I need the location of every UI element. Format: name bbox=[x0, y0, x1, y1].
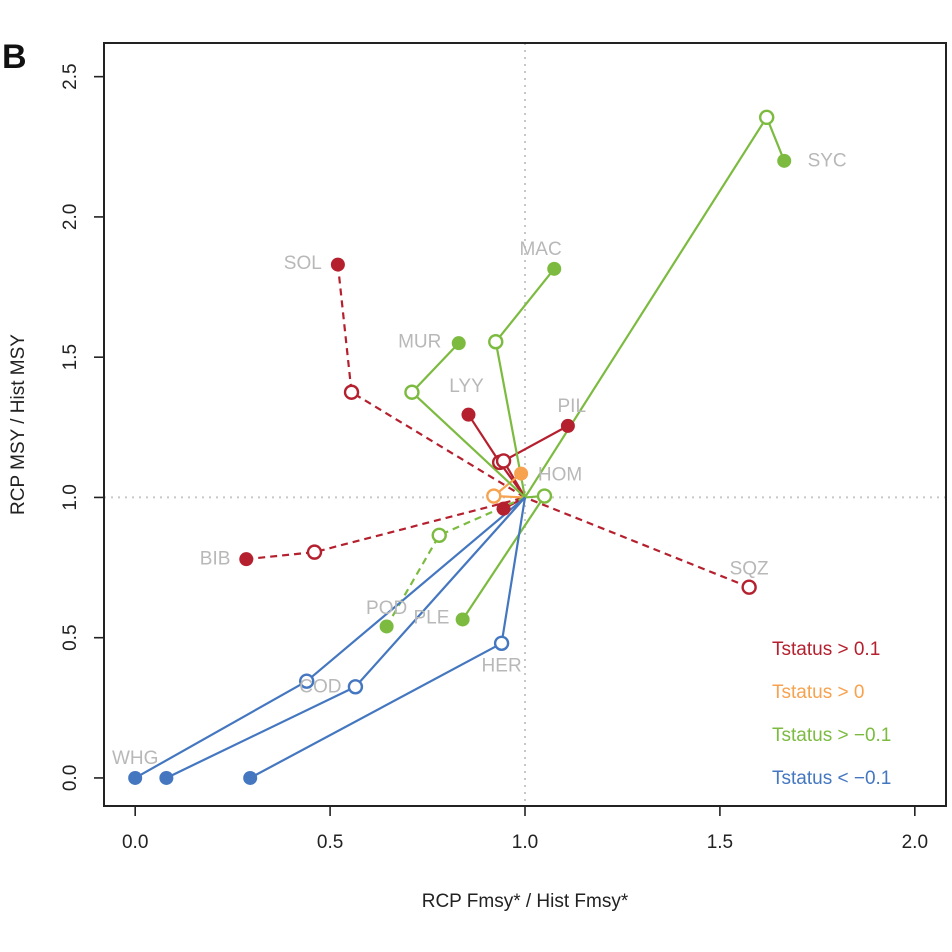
panel-label: B bbox=[2, 38, 27, 76]
species-hom-hist-point bbox=[486, 488, 502, 504]
x-tick-label-3: 1.5 bbox=[707, 832, 733, 853]
species-pod-line bbox=[385, 496, 526, 628]
x-tick-label-2: 1.0 bbox=[512, 832, 538, 853]
x-tick-label-1: 0.5 bbox=[317, 832, 343, 853]
species-mac-rcp-point bbox=[547, 261, 562, 276]
species-hom-label: HOM bbox=[538, 465, 582, 486]
series-points bbox=[128, 109, 792, 785]
y-tick-label-5: 2.5 bbox=[60, 63, 81, 89]
species-sqz-line bbox=[524, 496, 750, 589]
species-syc-label: SYC bbox=[808, 150, 847, 171]
species-whg-label: WHG bbox=[112, 748, 158, 769]
species-her-rcp-point bbox=[243, 770, 258, 785]
species-her-label: HER bbox=[482, 655, 522, 676]
species-pil-rcp-point bbox=[560, 418, 575, 433]
x-tick-label-4: 2.0 bbox=[902, 832, 928, 853]
species-cod-hist-point bbox=[347, 679, 364, 695]
y-tick-label-0: 0.0 bbox=[60, 765, 81, 791]
x-axis-label: RCP Fmsy* / Hist Fmsy* bbox=[422, 891, 629, 912]
y-tick-label-4: 2.0 bbox=[60, 204, 81, 230]
species-ple-label: PLE bbox=[413, 608, 449, 629]
y-tick-label-1: 0.5 bbox=[60, 624, 81, 650]
species-syc-rcp-point bbox=[777, 153, 792, 168]
species-pod-rcp-point bbox=[379, 619, 394, 634]
species-mac-hist-point bbox=[488, 334, 504, 350]
species-syc-hist-point bbox=[758, 109, 775, 126]
species-ple-hist-point bbox=[536, 488, 553, 504]
series-labels: SOL BIB SQZ LYY PIL HOM SYC MAC MUR POD PLE HER COD W… bbox=[112, 150, 847, 768]
x-tick-label-0: 0.0 bbox=[122, 832, 148, 853]
species-bib-line bbox=[246, 496, 526, 561]
species-sol-label: SOL bbox=[284, 253, 322, 274]
species-mac-label: MAC bbox=[519, 239, 561, 260]
species-cod-label: COD bbox=[299, 676, 341, 697]
species-sqz-label: SQZ bbox=[730, 559, 769, 580]
species-hom-rcp-point bbox=[514, 466, 529, 481]
legend-entry-3: Tstatus < −0.1 bbox=[772, 768, 891, 789]
species-pil-hist-point bbox=[495, 453, 512, 469]
species-syc-line bbox=[524, 116, 786, 499]
species-pil-label: PIL bbox=[558, 396, 587, 417]
legend-entry-2: Tstatus > −0.1 bbox=[772, 725, 891, 746]
legend: Tstatus > 0.1 Tstatus > 0 Tstatus > −0.1 Ts… bbox=[772, 639, 891, 789]
y-tick-label-2: 1.0 bbox=[60, 484, 81, 510]
species-cod-rcp-point bbox=[159, 770, 174, 785]
species-whg-rcp-point bbox=[128, 770, 143, 785]
species-her-line bbox=[249, 497, 527, 779]
species-pod-label: POD bbox=[366, 598, 407, 619]
species-sol-rcp-point bbox=[330, 257, 345, 272]
species-bib-rcp-point bbox=[239, 552, 254, 567]
legend-entry-0: Tstatus > 0.1 bbox=[772, 639, 880, 660]
y-tick-label-3: 1.5 bbox=[60, 344, 81, 370]
y-axis-label: RCP MSY / Hist MSY bbox=[8, 334, 29, 515]
species-bib-label: BIB bbox=[200, 549, 231, 570]
species-sol-hist-point bbox=[343, 384, 360, 400]
series-lines bbox=[134, 116, 786, 779]
species-cod-line bbox=[165, 496, 526, 779]
species-bib-hist-point bbox=[306, 544, 323, 560]
species-sol-line bbox=[336, 264, 526, 499]
species-lyy-rcp-point bbox=[461, 407, 476, 422]
species-mur-label: MUR bbox=[398, 331, 441, 352]
species-mur-rcp-point bbox=[451, 336, 466, 351]
species-lyy-label: LYY bbox=[449, 376, 484, 397]
legend-entry-1: Tstatus > 0 bbox=[772, 682, 864, 703]
species-sqz-hist-point bbox=[741, 579, 757, 595]
species-her-hist-point bbox=[493, 635, 510, 652]
species-whg-hist-point bbox=[299, 673, 315, 689]
species-ple-rcp-point bbox=[455, 612, 470, 627]
species-mur-hist-point bbox=[404, 384, 420, 400]
species-pod-hist-point bbox=[431, 527, 447, 544]
species-unlabeled-5-rcp-point bbox=[496, 501, 511, 516]
